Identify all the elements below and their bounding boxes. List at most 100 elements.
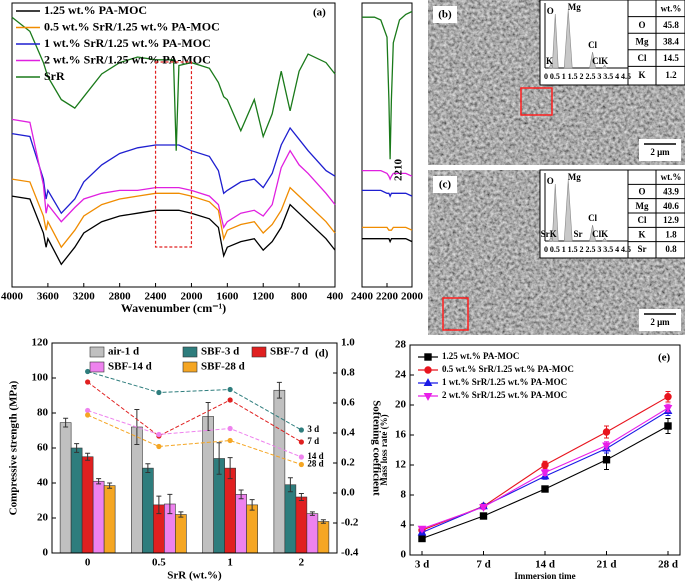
error-bar — [227, 457, 233, 480]
bar — [59, 422, 72, 554]
x-tick-label: 2800 — [109, 291, 132, 303]
error-bar — [287, 477, 293, 493]
softening-point — [298, 454, 304, 460]
label-box — [433, 6, 457, 23]
data-point — [602, 456, 611, 464]
eds-tick-label: 0 — [544, 245, 548, 254]
softening-point — [156, 431, 162, 438]
eds-tick-label: 1 — [562, 72, 566, 81]
eds-tick-label: 3.5 — [603, 245, 613, 254]
softening-point — [227, 437, 233, 444]
y-tick-label: 24 — [395, 369, 407, 381]
x-tick-label: 800 — [291, 291, 308, 303]
x-tick-label: 2400 — [145, 291, 168, 303]
softening-point — [85, 412, 91, 418]
data-point — [540, 469, 550, 478]
softening-point — [298, 439, 304, 445]
bar — [175, 514, 187, 554]
y-tick-label: 100 — [32, 372, 49, 384]
data-point — [418, 534, 426, 543]
label-box — [433, 176, 457, 193]
legend-swatch — [89, 361, 105, 373]
spectrum-line — [362, 10, 413, 160]
x-tick-label: 14 d — [535, 559, 555, 571]
x-axis-label: SrR (wt.%) — [167, 570, 222, 582]
eds-tick-label: 0 — [544, 72, 548, 81]
softening-point — [298, 427, 304, 433]
spectrum-line — [362, 169, 413, 181]
eds-peak-label: Mg — [568, 172, 581, 182]
table-cell: Mg — [636, 37, 649, 47]
eds-peak — [602, 237, 608, 242]
legend-label: 1 wt.% SrR/1.25 wt.% PA-MOC — [44, 36, 211, 50]
scale-label: 2 μm — [650, 147, 670, 157]
y2-tick-label: 0.6 — [341, 397, 355, 409]
legend-label: 2 wt.% SrR/1.25 wt.% PA-MOC — [44, 52, 211, 66]
eds-peak — [551, 183, 559, 242]
bar — [103, 485, 116, 554]
softening-point — [156, 443, 162, 450]
spectrum-line — [11, 126, 336, 215]
legend-swatch — [182, 361, 198, 373]
region-marker — [520, 87, 553, 116]
y-tick-label: 8 — [401, 489, 407, 501]
eds-tick-label: 4 — [615, 245, 619, 254]
table-cell: Sr — [638, 244, 647, 254]
legend-swatch — [182, 346, 198, 358]
softening-point — [298, 461, 304, 468]
legend-label: SBF-14 d — [108, 361, 152, 373]
eds-tick-label: 2.5 — [585, 245, 595, 254]
eds-peak-label: O — [547, 176, 554, 186]
y-tick-label: 80 — [37, 407, 49, 419]
table-cell: K — [638, 230, 645, 240]
bar — [142, 467, 154, 554]
eds-tick-label: 1.5 — [568, 72, 578, 81]
bar — [202, 416, 214, 554]
spectrum-line — [362, 226, 413, 231]
eds-peak-label: Cl — [592, 229, 601, 239]
bar — [246, 504, 258, 554]
x-tick-label: 3 d — [415, 559, 429, 571]
table-cell: 0.8 — [665, 244, 677, 254]
y2-tick-label: 0.0 — [341, 487, 355, 499]
legend-label: 2 wt.% SrR/1.25 wt.% PA-MOC — [442, 390, 567, 400]
legend-marker — [424, 366, 432, 374]
scale-label: 2 μm — [650, 317, 670, 327]
table-cell: 14.5 — [663, 53, 679, 63]
softening-line — [87, 381, 302, 443]
softening-line — [87, 414, 302, 465]
legend-label: 1.25 wt.% PA-MOC — [442, 351, 519, 361]
legend-label: SrR — [44, 69, 65, 83]
x-tick-label: 400 — [327, 291, 344, 303]
eds-tick-label: 1 — [562, 245, 566, 254]
spectrum-line — [362, 189, 413, 198]
error-bar — [74, 443, 80, 453]
legend-swatch — [89, 346, 105, 358]
x-tick-label: 2200 — [376, 291, 399, 303]
error-bar — [145, 463, 151, 473]
spectrum-line — [362, 238, 413, 244]
table-cell: 1.2 — [665, 70, 677, 80]
table-cell: O — [638, 20, 645, 30]
y2-tick-label: -0.4 — [341, 547, 359, 559]
y-tick-label: 40 — [37, 477, 49, 489]
y-tick-label: 20 — [37, 512, 49, 524]
bar — [70, 447, 83, 554]
eds-tick-label: 3.5 — [603, 72, 613, 81]
bar — [131, 426, 143, 554]
eds-tick-label: 2 — [580, 72, 584, 81]
data-point — [664, 422, 672, 430]
table-cell: 12.9 — [663, 215, 679, 225]
eds-peak-label: O — [547, 6, 554, 16]
error-bar — [276, 381, 282, 399]
legend-label: 1 wt.% SrR/1.25 wt.% PA-MOC — [442, 377, 567, 387]
softening-point — [156, 389, 162, 396]
legend-label: SBF-7 d — [270, 346, 308, 358]
y-tick-label: 0 — [401, 549, 407, 561]
eds-tick-label: 4.5 — [621, 72, 631, 81]
legend-label: air-1 d — [108, 346, 139, 358]
x-tick-label: 2000 — [401, 291, 424, 303]
spectrum-line — [11, 195, 336, 266]
series-end-label: 28 d — [307, 459, 323, 469]
